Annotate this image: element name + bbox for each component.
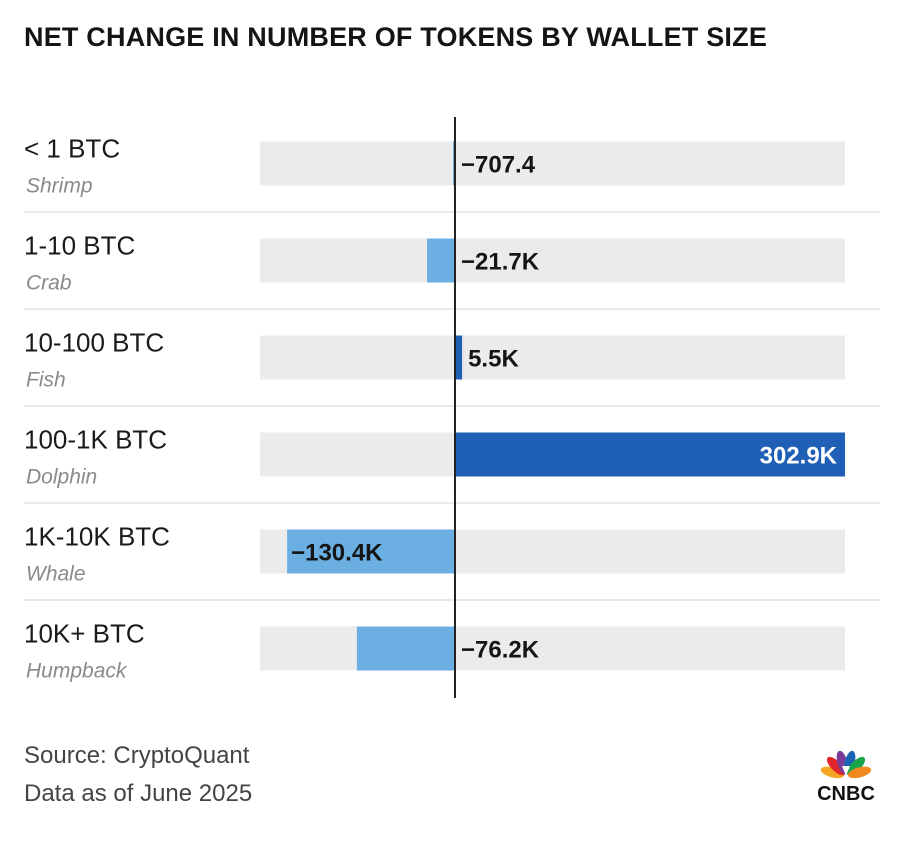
data-label: −21.7K	[461, 249, 540, 276]
cnbc-logo: CNBC	[817, 750, 875, 804]
data-label: 5.5K	[468, 346, 519, 373]
bar	[427, 238, 455, 283]
data-label: −707.4	[461, 152, 536, 179]
bar-track	[260, 335, 845, 380]
data-label: −130.4K	[291, 540, 383, 567]
bar	[455, 335, 463, 380]
bar	[287, 529, 455, 574]
category-label: 1-10 BTC	[24, 231, 135, 261]
peacock-icon	[820, 750, 872, 779]
bar	[356, 626, 455, 671]
category-sublabel: Whale	[26, 563, 86, 586]
category-sublabel: Fish	[26, 369, 66, 392]
data-date-note: Data as of June 2025	[24, 780, 253, 807]
bar-track	[260, 238, 845, 283]
category-label: 10-100 BTC	[24, 328, 164, 358]
chart-title: NET CHANGE IN NUMBER OF TOKENS BY WALLET…	[24, 22, 768, 52]
category-sublabel: Shrimp	[26, 175, 93, 198]
category-label: 100-1K BTC	[24, 425, 167, 455]
category-label: 1K-10K BTC	[24, 522, 170, 552]
data-label: −76.2K	[461, 637, 540, 664]
category-sublabel: Crab	[26, 272, 72, 295]
category-sublabel: Humpback	[26, 660, 128, 683]
category-label: < 1 BTC	[24, 134, 120, 164]
bar-track	[260, 141, 845, 186]
category-label: 10K+ BTC	[24, 619, 145, 649]
logo-text: CNBC	[817, 783, 875, 804]
bar-chart: < 1 BTC Shrimp −707.4 1-10 BTC Crab −21.7K 10-…	[24, 117, 880, 698]
category-sublabel: Dolphin	[26, 466, 97, 489]
source-note: Source: CryptoQuant	[24, 742, 250, 769]
bar-track	[260, 626, 845, 671]
bar	[455, 432, 845, 477]
data-label: 302.9K	[760, 443, 838, 470]
